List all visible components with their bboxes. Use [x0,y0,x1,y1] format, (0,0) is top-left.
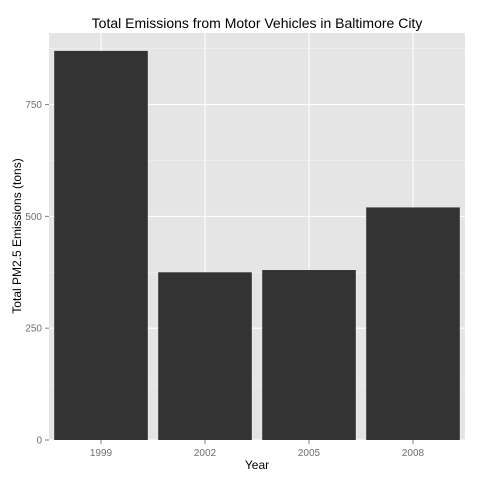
y-tick-label: 500 [25,212,42,223]
bar-2005 [262,270,356,440]
x-axis-title: Year [245,458,269,472]
bar-2002 [158,272,252,440]
x-tick-label: 2008 [402,448,425,459]
bar-1999 [54,50,148,441]
bar-2008 [366,207,460,440]
x-tick-label: 1999 [90,448,113,459]
y-axis-title: Total PM2.5 Emissions (tons) [10,158,24,313]
chart-title: Total Emissions from Motor Vehicles in B… [92,15,423,31]
y-tick-label: 0 [36,436,42,447]
x-tick-label: 2005 [298,448,321,459]
y-tick-label: 750 [25,100,42,111]
x-tick-label: 2002 [194,448,217,459]
y-tick-label: 250 [25,324,42,335]
plot-panel: 0 250 500 750 1999 2002 2005 2008 [25,33,465,459]
